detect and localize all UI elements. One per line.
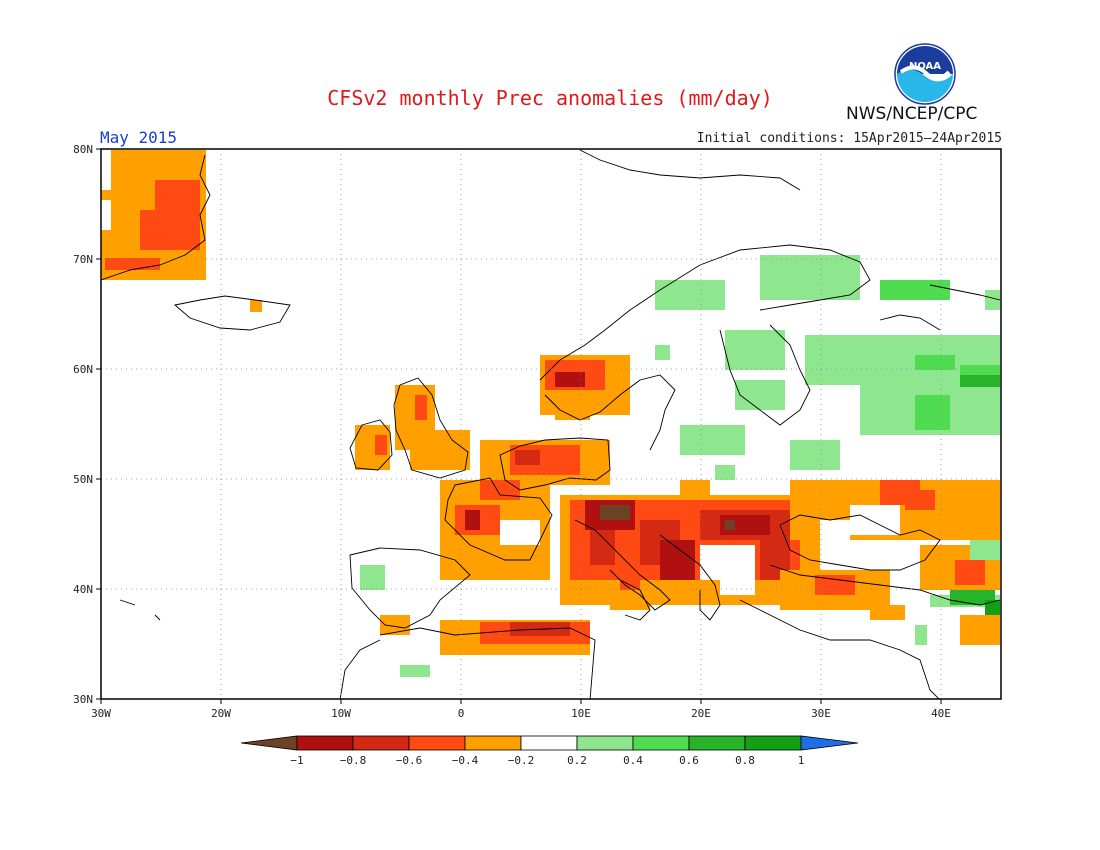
colorbar-segment [520,735,578,751]
lon-label: 30E [811,707,831,720]
colorbar-label: −0.6 [396,754,423,767]
lat-label: 50N [73,473,93,486]
lat-label: 80N [73,143,93,156]
colorbar-label: −0.8 [340,754,367,767]
colorbar-label: 1 [798,754,805,767]
colorbar-label: −0.2 [508,754,535,767]
lon-label: 10E [571,707,591,720]
colorbar [240,735,859,751]
month-label: May 2015 [100,128,178,147]
lat-label: 60N [73,363,93,376]
lon-label: 40E [931,707,951,720]
map-title: CFSv2 monthly Prec anomalies (mm/day) [327,86,773,110]
grid-lines [101,149,1001,699]
colorbar-segment [296,735,354,751]
colorbar-segment [464,735,522,751]
colorbar-label: −1 [290,754,303,767]
colorbar-label: 0.4 [623,754,643,767]
lon-label: 20E [691,707,711,720]
lon-label: 30W [91,707,111,720]
colorbar-segment [408,735,466,751]
lat-label: 40N [73,583,93,596]
svg-text:NOAA: NOAA [909,61,941,72]
colorbar-label: 0.2 [567,754,587,767]
lat-label: 70N [73,253,93,266]
coastlines [101,149,1001,699]
colorbar-segment [744,735,802,751]
colorbar-label: −0.4 [452,754,479,767]
colorbar-segment [688,735,746,751]
lon-label: 10W [331,707,351,720]
lon-label: 0 [458,707,465,720]
anomaly-field [101,150,1000,677]
colorbar-high-arrow [800,735,859,751]
tick-marks [96,148,942,704]
colorbar-label: 0.8 [735,754,755,767]
agency-label: NWS/NCEP/CPC [846,104,978,124]
colorbar-segment [576,735,634,751]
initial-conditions: Initial conditions: 15Apr2015–24Apr2015 [696,131,1002,146]
colorbar-segment [632,735,690,751]
map-frame [100,148,1002,700]
noaa-logo-icon: NOAA [894,43,956,105]
lat-label: 30N [73,693,93,706]
colorbar-low-arrow [240,735,298,751]
lon-label: 20W [211,707,231,720]
colorbar-segment [352,735,410,751]
colorbar-label: 0.6 [679,754,699,767]
